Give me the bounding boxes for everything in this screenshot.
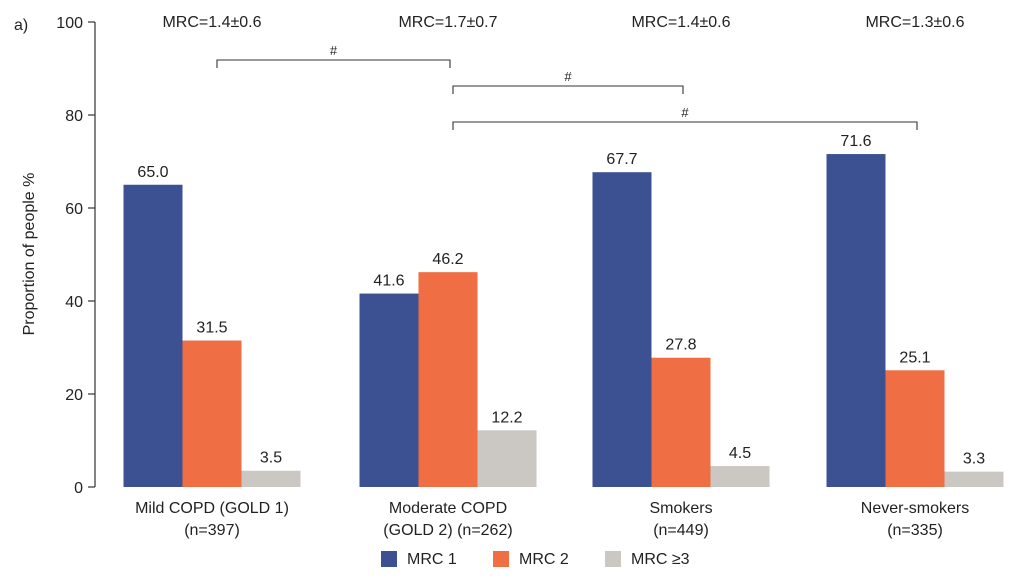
panel-label: a)	[14, 17, 28, 34]
y-tick-label: 0	[74, 480, 83, 497]
bar	[359, 293, 419, 487]
y-axis-title: Proportion of people %	[21, 173, 38, 336]
bar	[241, 470, 301, 487]
significance-marker: #	[330, 43, 338, 58]
legend-swatch	[381, 551, 397, 567]
category-label: (n=449)	[653, 522, 709, 539]
bar	[123, 184, 183, 487]
group-annotation: MRC=1.3±0.6	[865, 14, 964, 31]
data-label: 4.5	[729, 445, 751, 462]
plot-area: 0 20 40 60 80 100 65.0 41.6 67.7 71.6 31.5 46.2 27.8…	[56, 14, 1004, 568]
y-tick-label: 20	[65, 387, 83, 404]
significance-bracket	[452, 85, 684, 94]
category-label: (n=335)	[887, 522, 943, 539]
group-annotation: MRC=1.7±0.7	[398, 14, 497, 31]
data-label: 46.2	[432, 251, 463, 268]
bar	[710, 466, 770, 487]
significance-marker: #	[564, 69, 572, 84]
bar	[826, 154, 886, 487]
significance-bracket	[452, 121, 918, 130]
category-label: Never-smokers	[861, 500, 969, 517]
group-annotation: MRC=1.4±0.6	[631, 14, 730, 31]
category-label: Mild COPD (GOLD 1)	[135, 500, 289, 517]
bar	[592, 172, 652, 487]
y-tick-label: 100	[56, 15, 83, 32]
bar	[182, 340, 242, 487]
data-label: 12.2	[491, 409, 522, 426]
category-label: (n=397)	[184, 522, 240, 539]
data-label: 67.7	[606, 151, 637, 168]
data-label: 65.0	[137, 164, 168, 181]
legend-label: MRC 2	[519, 551, 569, 568]
significance-bracket	[216, 59, 451, 68]
category-label: Moderate COPD	[389, 500, 507, 517]
legend-swatch	[605, 551, 621, 567]
bar	[885, 370, 945, 487]
bar	[477, 430, 537, 487]
data-label: 3.3	[963, 451, 985, 468]
category-label: (GOLD 2) (n=262)	[383, 522, 512, 539]
category-label: Smokers	[649, 500, 712, 517]
data-label: 71.6	[840, 133, 871, 150]
y-tick-label: 60	[65, 201, 83, 218]
legend-label: MRC ≥3	[631, 551, 690, 568]
significance-marker: #	[681, 105, 689, 120]
bar	[944, 471, 1004, 487]
data-label: 27.8	[665, 337, 696, 354]
y-tick-label: 80	[65, 108, 83, 125]
data-label: 31.5	[196, 320, 227, 337]
data-label: 41.6	[373, 273, 404, 290]
y-tick-label: 40	[65, 294, 83, 311]
legend-swatch	[493, 551, 509, 567]
bar	[651, 357, 711, 487]
group-annotation: MRC=1.4±0.6	[162, 14, 261, 31]
data-label: 25.1	[899, 349, 930, 366]
data-label: 3.5	[260, 450, 282, 467]
legend-label: MRC 1	[407, 551, 457, 568]
bar	[418, 272, 478, 487]
